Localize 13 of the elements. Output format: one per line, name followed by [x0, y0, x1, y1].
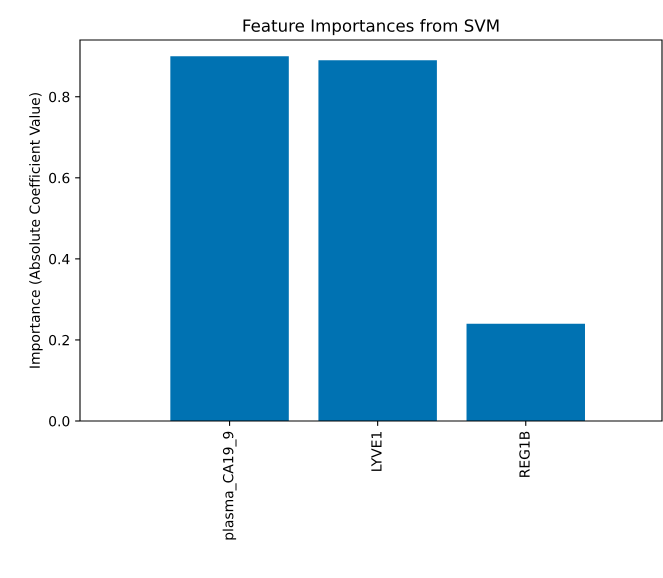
y-tick-label: 0.2	[49, 334, 69, 346]
y-tick-label: 0.8	[49, 92, 70, 102]
bar	[318, 60, 437, 421]
x-tick-label: REG1B	[519, 432, 530, 477]
y-tick-label: 0.0	[49, 416, 70, 426]
x-tick-label: plasma_CA19_9	[222, 432, 236, 540]
chart-title: Feature Importances from SVM	[244, 19, 498, 36]
y-tick-label: 0.4	[49, 254, 70, 264]
bar	[466, 324, 585, 421]
y-axis-title: Importance (Absolute Coefficient Value)	[29, 93, 43, 368]
x-tick-label: LYVE1	[371, 432, 382, 471]
y-tick-label: 0.6	[49, 172, 70, 184]
bar	[170, 56, 289, 421]
